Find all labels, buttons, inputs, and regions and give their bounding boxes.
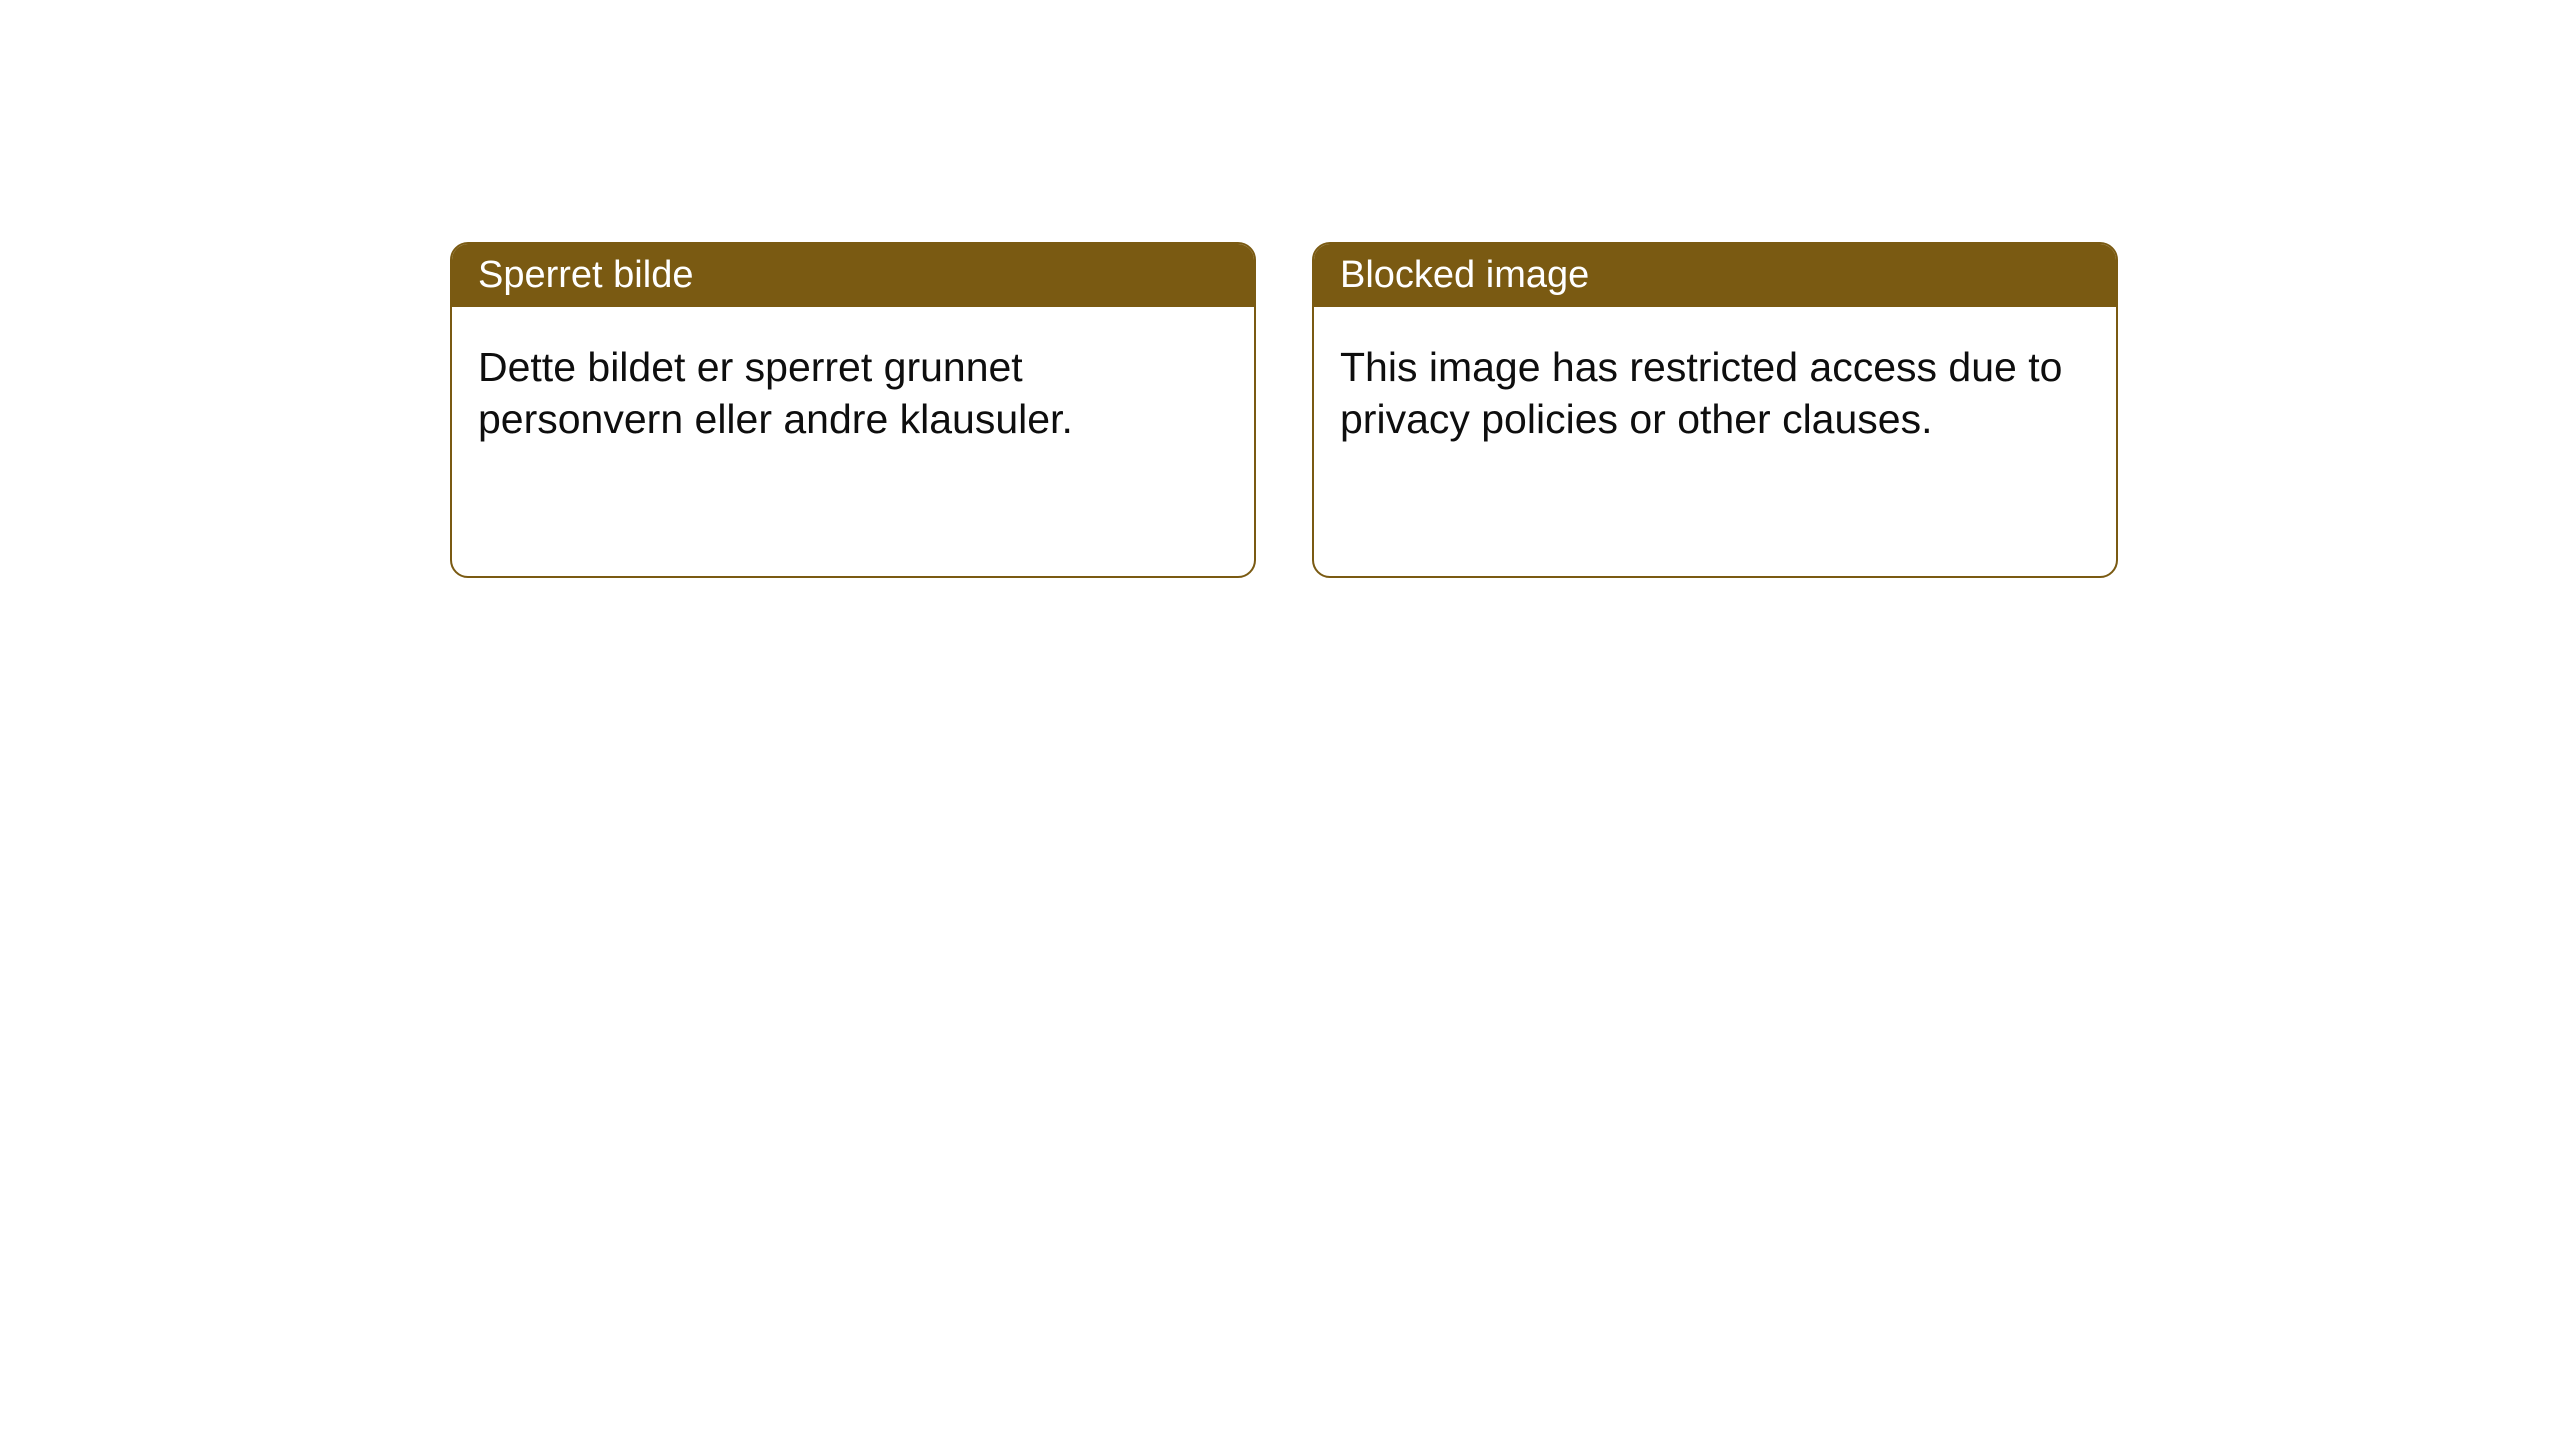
notice-container: Sperret bilde Dette bildet er sperret gr…	[0, 0, 2560, 578]
notice-card-body: Dette bildet er sperret grunnet personve…	[452, 307, 1254, 480]
notice-card-title: Blocked image	[1314, 244, 2116, 307]
notice-card-title: Sperret bilde	[452, 244, 1254, 307]
notice-card-norwegian: Sperret bilde Dette bildet er sperret gr…	[450, 242, 1256, 578]
notice-card-body: This image has restricted access due to …	[1314, 307, 2116, 480]
notice-card-english: Blocked image This image has restricted …	[1312, 242, 2118, 578]
